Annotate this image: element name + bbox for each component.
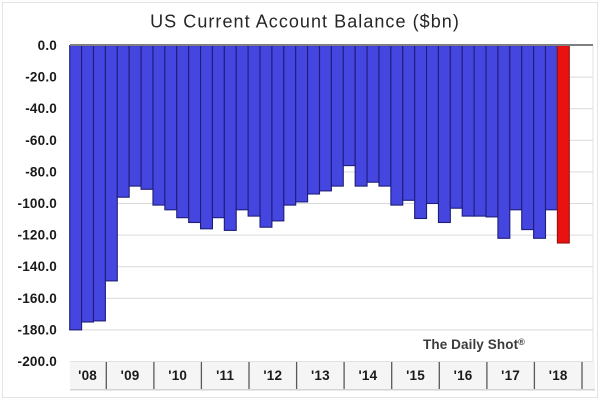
svg-text:-200.0: -200.0	[18, 354, 57, 369]
svg-text:-140.0: -140.0	[18, 259, 57, 274]
svg-text:-20.0: -20.0	[25, 70, 57, 85]
svg-text:'16: '16	[454, 368, 473, 383]
svg-text:'09: '09	[121, 368, 140, 383]
svg-text:-120.0: -120.0	[18, 228, 57, 243]
svg-text:'12: '12	[263, 368, 282, 383]
svg-text:'08: '08	[78, 368, 97, 383]
svg-text:The Daily Shot®: The Daily Shot®	[423, 337, 525, 352]
svg-text:-100.0: -100.0	[18, 196, 57, 211]
svg-text:'17: '17	[501, 368, 520, 383]
svg-text:'15: '15	[406, 368, 425, 383]
svg-text:-180.0: -180.0	[18, 322, 57, 337]
svg-text:-40.0: -40.0	[25, 101, 57, 116]
svg-text:US Current Account Balance ($b: US Current Account Balance ($bn)	[150, 12, 460, 32]
svg-text:'11: '11	[216, 368, 234, 383]
svg-text:-60.0: -60.0	[25, 133, 57, 148]
svg-text:-160.0: -160.0	[18, 291, 57, 306]
svg-text:-80.0: -80.0	[25, 164, 57, 179]
svg-text:'18: '18	[549, 368, 568, 383]
svg-text:'13: '13	[311, 368, 330, 383]
svg-text:0.0: 0.0	[38, 38, 57, 53]
svg-text:'14: '14	[358, 368, 377, 383]
svg-text:'10: '10	[168, 368, 187, 383]
